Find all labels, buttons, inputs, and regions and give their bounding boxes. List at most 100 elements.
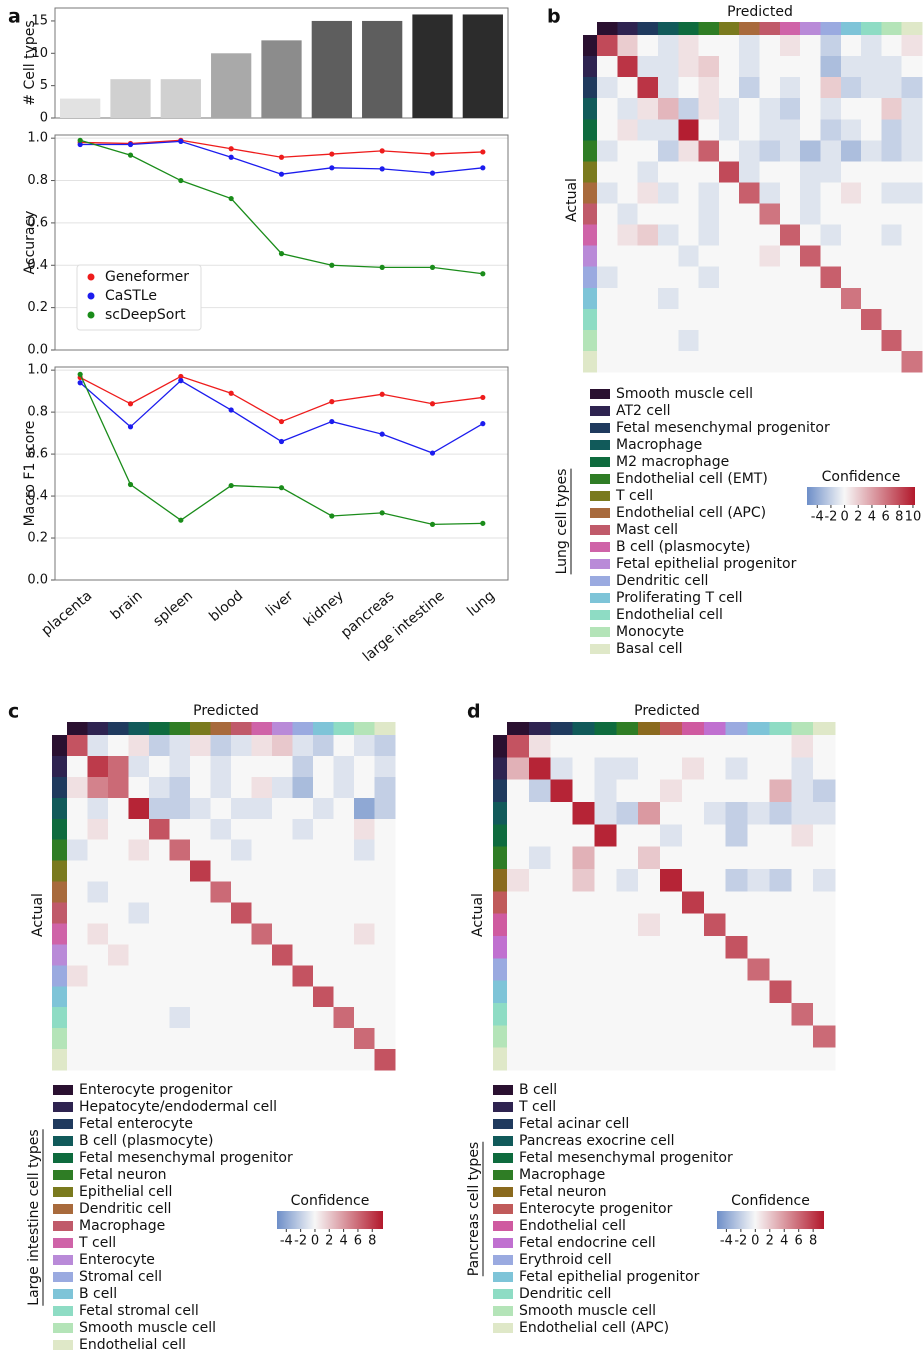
heatmap-cell <box>703 1047 726 1071</box>
heatmap-cell <box>800 350 821 373</box>
heatmap-cell <box>791 802 814 825</box>
row-class-strip <box>583 77 597 99</box>
heatmap-cell <box>698 266 720 289</box>
heatmap-cell <box>698 119 720 141</box>
heatmap-cell <box>779 140 801 162</box>
heatmap-cell <box>660 735 683 758</box>
heatmap-cell <box>703 1003 726 1026</box>
heatmap-cell <box>820 203 842 225</box>
heatmap-cell <box>759 140 781 162</box>
heatmap-cell <box>698 161 720 183</box>
heatmap-cell <box>313 902 334 924</box>
legend-label: Enterocyte <box>79 1252 155 1268</box>
heatmap-cell <box>313 797 334 820</box>
heatmap-cell <box>718 161 740 183</box>
heatmap-cell <box>67 923 88 945</box>
heatmap-cell <box>507 1003 530 1026</box>
heatmap-cell <box>231 965 252 987</box>
heatmap-cell <box>169 902 191 924</box>
heatmap-cell <box>791 936 814 959</box>
heatmap-cell <box>617 266 638 289</box>
heatmap-cell <box>108 1007 129 1029</box>
heatmap-cell <box>779 182 801 204</box>
heatmap-cell <box>698 224 720 246</box>
heatmap-cell <box>813 1003 836 1026</box>
point <box>379 166 385 172</box>
heatmap-cell <box>169 965 191 987</box>
colorbar-tick-label: 0 <box>840 510 848 525</box>
column-class-strip <box>333 722 355 735</box>
heatmap-cell <box>272 818 293 840</box>
heatmap-cell <box>594 802 617 825</box>
heatmap-cell <box>638 913 661 937</box>
legend-swatch <box>590 423 610 433</box>
heatmap-cell <box>718 329 740 352</box>
heatmap-cell <box>861 203 882 225</box>
heatmap-cell <box>791 958 814 981</box>
heatmap-cell <box>507 869 530 892</box>
heatmap-cell <box>528 802 552 825</box>
heatmap-cell <box>251 881 273 903</box>
heatmap-cell <box>528 936 552 959</box>
heatmap-cell <box>637 182 659 204</box>
heatmap-cell <box>251 965 273 987</box>
heatmap-cell <box>128 1007 150 1029</box>
heatmap-cell <box>149 965 170 987</box>
legend-label: Endothelial cell (APC) <box>519 1320 669 1336</box>
heatmap-cell <box>703 735 726 758</box>
heatmap-cell <box>703 824 726 847</box>
colorbar-tick-label: 6 <box>881 510 889 525</box>
heatmap-cell <box>333 1028 355 1050</box>
row-class-strip <box>583 98 597 120</box>
bar <box>311 20 352 118</box>
heatmap-cell <box>292 1049 314 1071</box>
heatmap-cell <box>108 923 129 945</box>
row-class-strip <box>583 140 597 162</box>
legend-label: Fetal epithelial progenitor <box>519 1269 700 1285</box>
heatmap-cell <box>718 203 740 225</box>
column-class-strip <box>660 722 683 735</box>
heatmap-cell <box>718 140 740 162</box>
column-class-strip <box>739 22 760 35</box>
heatmap-cell <box>800 329 821 352</box>
heatmap-cell <box>354 839 375 861</box>
heatmap-cell <box>594 891 617 914</box>
heatmap-cell <box>507 913 530 937</box>
legend-swatch <box>53 1102 73 1112</box>
heatmap-cell <box>87 860 109 882</box>
row-class-strip <box>493 891 507 914</box>
y-tick-label: 0.4 <box>27 489 48 504</box>
heatmap-cell <box>87 818 109 840</box>
heatmap-cell <box>739 56 760 78</box>
point <box>228 154 234 160</box>
column-class-strip <box>791 722 814 735</box>
point <box>480 394 486 401</box>
heatmap-cell <box>272 944 293 966</box>
heatmap-cell <box>210 965 232 987</box>
heatmap-cell <box>128 797 150 820</box>
heatmap-cell <box>333 860 355 882</box>
heatmap-cell <box>881 98 902 120</box>
legend-label: Endothelial cell <box>79 1337 186 1353</box>
heatmap-cell <box>67 776 88 799</box>
heatmap-cell <box>374 735 396 757</box>
heatmap-cell <box>791 1025 814 1048</box>
row-class-strip <box>52 1028 67 1050</box>
heatmap-cell <box>374 902 396 924</box>
colorbar-title: Confidence <box>731 1193 810 1209</box>
heatmap-cell <box>292 776 314 799</box>
point <box>228 482 234 489</box>
heatmap-cell <box>67 1049 88 1071</box>
heatmap-cell <box>374 755 396 778</box>
row-class-strip <box>52 881 67 903</box>
heatmap-cell <box>169 923 191 945</box>
heatmap-cell <box>190 944 211 966</box>
heatmap-cell <box>251 1007 273 1029</box>
heatmap-cell <box>507 735 530 758</box>
heatmap-cell <box>637 77 659 99</box>
heatmap-cell <box>108 797 129 820</box>
legend-label: Endothelial cell (APC) <box>616 505 766 521</box>
row-class-strip <box>493 1003 507 1026</box>
heatmap-cell <box>149 986 170 1008</box>
column-class-strip <box>759 22 781 35</box>
